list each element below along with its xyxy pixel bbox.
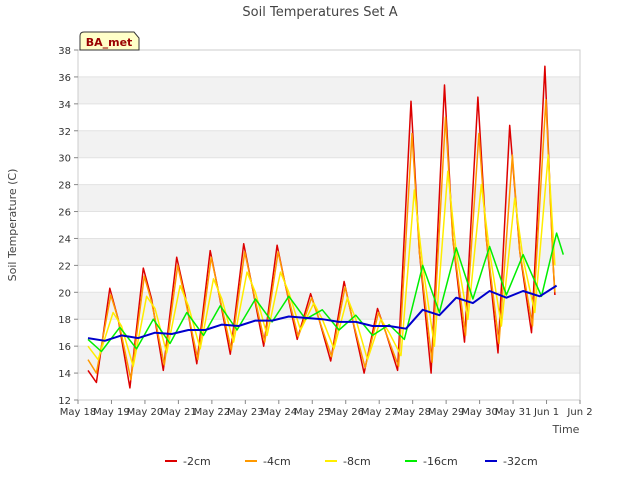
- x-axis-label: Time: [552, 423, 580, 436]
- x-tick-label: May 21: [160, 407, 197, 418]
- plot-frame: [77, 49, 581, 401]
- y-tick-label: 16: [58, 342, 71, 353]
- y-tick-label: 26: [58, 208, 71, 219]
- chart-title: Soil Temperatures Set A: [242, 5, 397, 20]
- y-tick-label: 20: [58, 288, 71, 299]
- x-tick-label: May 18: [60, 407, 97, 418]
- x-tick-label: May 23: [227, 407, 264, 418]
- y-tick-label: 18: [58, 315, 71, 326]
- series-lines: [87, 65, 565, 389]
- x-tick-label: May 29: [428, 407, 465, 418]
- station-label: BA_met: [86, 36, 133, 49]
- x-tick-label: May 27: [361, 407, 398, 418]
- y-tick-label: 14: [58, 369, 71, 380]
- x-tick-label: May 24: [261, 407, 298, 418]
- legend-label: -2cm: [183, 455, 211, 468]
- grid-band: [78, 238, 580, 266]
- series-line: [87, 284, 558, 342]
- x-tick-label: May 28: [394, 407, 431, 418]
- legend-label: -4cm: [263, 455, 291, 468]
- y-tick-label: 36: [58, 73, 71, 84]
- legend: -2cm -4cm -8cm -16cm -32cm: [165, 455, 538, 468]
- legend-label: -8cm: [343, 455, 371, 468]
- y-tick-label: 38: [58, 46, 71, 57]
- y-axis-label: Soil Temperature (C): [6, 169, 19, 282]
- station-label-box: BA_met: [79, 31, 140, 51]
- grid-band: [78, 184, 580, 212]
- y-tick-label: 12: [58, 396, 71, 407]
- station-label-background: [79, 31, 140, 51]
- x-tick-label: May 30: [461, 407, 498, 418]
- x-tick-label: Jun 2: [566, 407, 592, 418]
- grid-band: [78, 130, 580, 158]
- y-tick-label: 24: [58, 234, 71, 245]
- x-tick-label: May 22: [194, 407, 231, 418]
- x-tick-label: May 31: [495, 407, 532, 418]
- x-tick-label: May 20: [127, 407, 164, 418]
- y-axis: 12 14 16 18 20 22 24 26 28 30 32 34 36 38: [58, 46, 78, 407]
- legend-label: -32cm: [503, 455, 538, 468]
- x-tick-label: May 19: [93, 407, 130, 418]
- y-tick-label: 28: [58, 181, 71, 192]
- grid-bands: [78, 76, 580, 401]
- legend-label: -16cm: [423, 455, 458, 468]
- y-tick-label: 32: [58, 127, 71, 138]
- x-tick-label: May 26: [327, 407, 364, 418]
- y-tick-label: 22: [58, 261, 71, 272]
- y-tick-label: 34: [58, 100, 71, 111]
- x-tick-label: May 25: [294, 407, 331, 418]
- grid-band: [78, 76, 580, 104]
- x-tick-label: Jun 1: [533, 407, 559, 418]
- y-tick-label: 30: [58, 154, 71, 165]
